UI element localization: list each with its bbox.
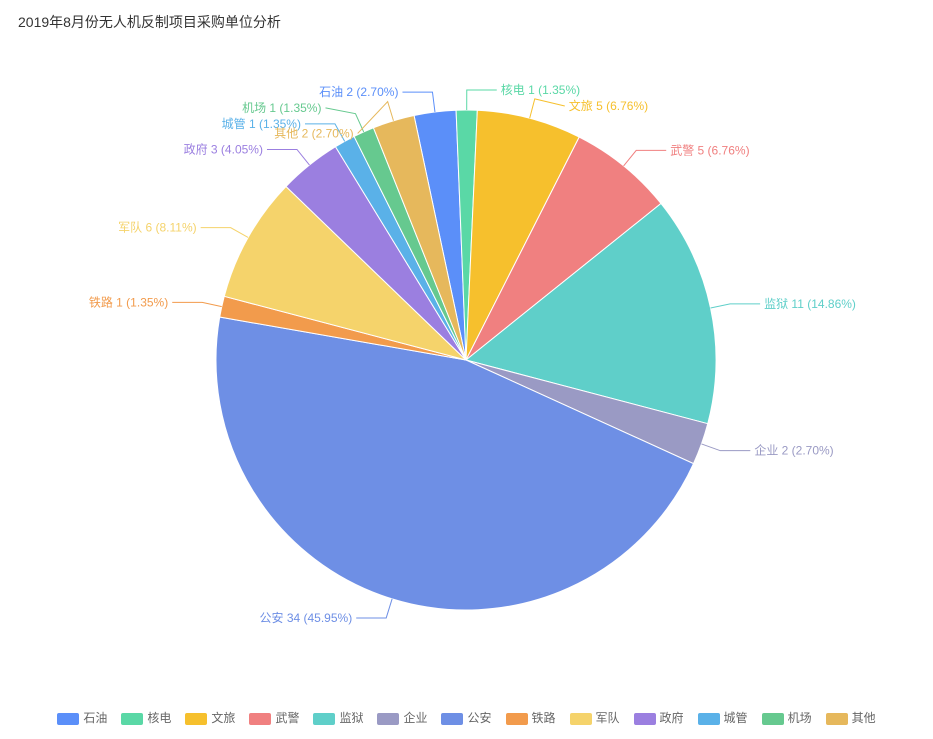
legend-label: 石油 [83,711,107,725]
legend-swatch [570,713,592,725]
legend-item[interactable]: 监狱 [313,709,363,726]
leader-line [711,304,761,308]
legend-swatch [313,713,335,725]
legend-swatch [826,713,848,725]
leader-line [701,444,750,451]
slice-label: 其他 2 (2.70%) [274,126,353,140]
leader-line [267,149,310,165]
legend-swatch [121,713,143,725]
legend-item[interactable]: 其他 [826,709,876,726]
legend: 石油 核电 文旅 武警 监狱 企业 公安 铁路 军队 政府 城管 机场 其他 [0,709,933,727]
slice-label: 机场 1 (1.35%) [242,101,321,115]
legend-label: 其他 [852,711,876,725]
legend-label: 企业 [403,711,427,725]
legend-item[interactable]: 铁路 [506,709,556,726]
slice-label: 铁路 1 (1.35%) [89,294,168,309]
legend-label: 武警 [275,711,299,725]
pie-svg: 石油 2 (2.70%) 核电 1 (1.35%)文旅 5 (6.76%) 武警 5… [0,30,933,690]
legend-swatch [185,713,207,725]
leader-line [356,599,392,618]
legend-item[interactable]: 机场 [762,709,812,726]
legend-swatch [506,713,528,725]
chart-container: 2019年8月份无人机反制项目采购单位分析 石油 2 (2.70%) 核电 1 (… [0,0,933,739]
leader-line [624,150,667,166]
slice-label: 核电 1 (1.35%) [501,83,580,97]
legend-item[interactable]: 石油 [57,709,107,726]
legend-label: 城管 [724,711,748,725]
leader-line [172,302,222,306]
legend-swatch [634,713,656,725]
slice-label: 武警 5 (6.76%) [670,142,749,157]
leader-line [402,92,434,112]
legend-item[interactable]: 企业 [377,709,427,726]
legend-swatch [441,713,463,725]
legend-swatch [57,713,79,725]
legend-item[interactable]: 政府 [634,709,684,726]
legend-label: 核电 [147,711,171,725]
legend-swatch [762,713,784,725]
legend-label: 铁路 [532,711,556,725]
leader-line [201,228,248,238]
slice-label: 文旅 5 (6.76%) [569,98,648,113]
legend-label: 文旅 [211,711,235,725]
legend-label: 机场 [788,711,812,725]
slice-label: 政府 3 (4.05%) [184,141,263,156]
slice-label: 公安 34 (45.95%) [259,610,352,625]
legend-swatch [377,713,399,725]
legend-item[interactable]: 公安 [441,709,491,726]
chart-title: 2019年8月份无人机反制项目采购单位分析 [18,12,281,32]
leader-line [530,99,565,118]
legend-swatch [698,713,720,725]
legend-item[interactable]: 军队 [570,709,620,726]
leader-line [467,90,497,110]
slice-label: 企业 2 (2.70%) [754,443,833,458]
slice-label: 监狱 11 (14.86%) [764,297,856,311]
legend-swatch [249,713,271,725]
legend-item[interactable]: 武警 [249,709,299,726]
slice-label: 军队 6 (8.11%) [118,220,196,235]
legend-item[interactable]: 文旅 [185,709,235,726]
legend-label: 军队 [596,711,620,725]
pie-area: 石油 2 (2.70%) 核电 1 (1.35%)文旅 5 (6.76%) 武警 5… [0,30,933,690]
slice-label: 石油 2 (2.70%) [319,85,398,99]
legend-item[interactable]: 核电 [121,709,171,726]
legend-label: 公安 [467,711,491,725]
legend-item[interactable]: 城管 [698,709,748,726]
legend-label: 监狱 [339,711,363,725]
legend-label: 政府 [660,711,684,725]
